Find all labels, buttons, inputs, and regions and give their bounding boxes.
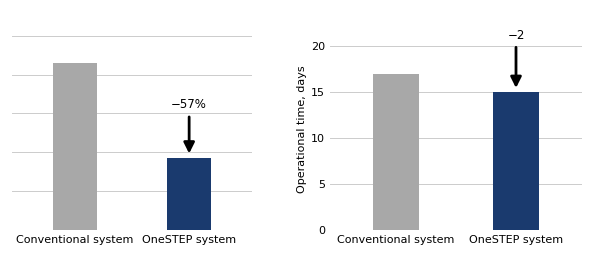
Bar: [373, 74, 419, 230]
Bar: [53, 63, 97, 230]
Text: −57%: −57%: [171, 98, 207, 150]
Bar: [167, 158, 211, 230]
Bar: [493, 92, 539, 230]
Text: −2: −2: [508, 29, 524, 85]
Y-axis label: Operational time, days: Operational time, days: [297, 65, 307, 193]
